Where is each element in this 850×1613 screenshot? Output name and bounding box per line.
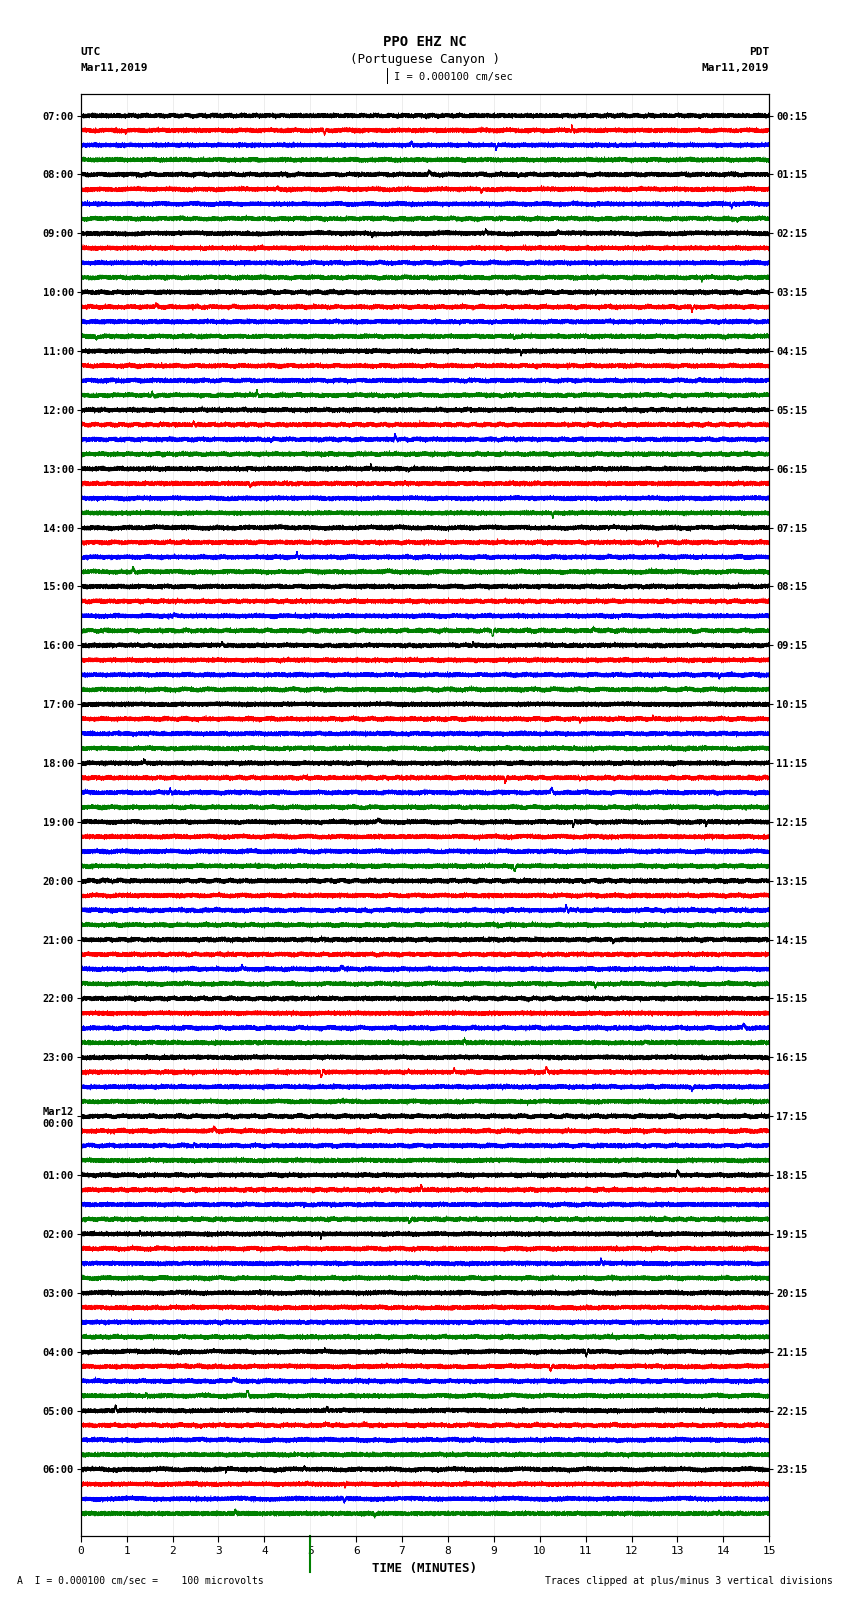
Text: PDT: PDT <box>749 47 769 56</box>
Text: (Portuguese Canyon ): (Portuguese Canyon ) <box>350 53 500 66</box>
Text: I = 0.000100 cm/sec: I = 0.000100 cm/sec <box>394 73 513 82</box>
Text: PPO EHZ NC: PPO EHZ NC <box>383 35 467 48</box>
X-axis label: TIME (MINUTES): TIME (MINUTES) <box>372 1561 478 1574</box>
Text: Traces clipped at plus/minus 3 vertical divisions: Traces clipped at plus/minus 3 vertical … <box>545 1576 833 1586</box>
Text: A  I = 0.000100 cm/sec =    100 microvolts: A I = 0.000100 cm/sec = 100 microvolts <box>17 1576 264 1586</box>
Text: Mar11,2019: Mar11,2019 <box>81 63 148 73</box>
Text: UTC: UTC <box>81 47 101 56</box>
Text: Mar11,2019: Mar11,2019 <box>702 63 769 73</box>
